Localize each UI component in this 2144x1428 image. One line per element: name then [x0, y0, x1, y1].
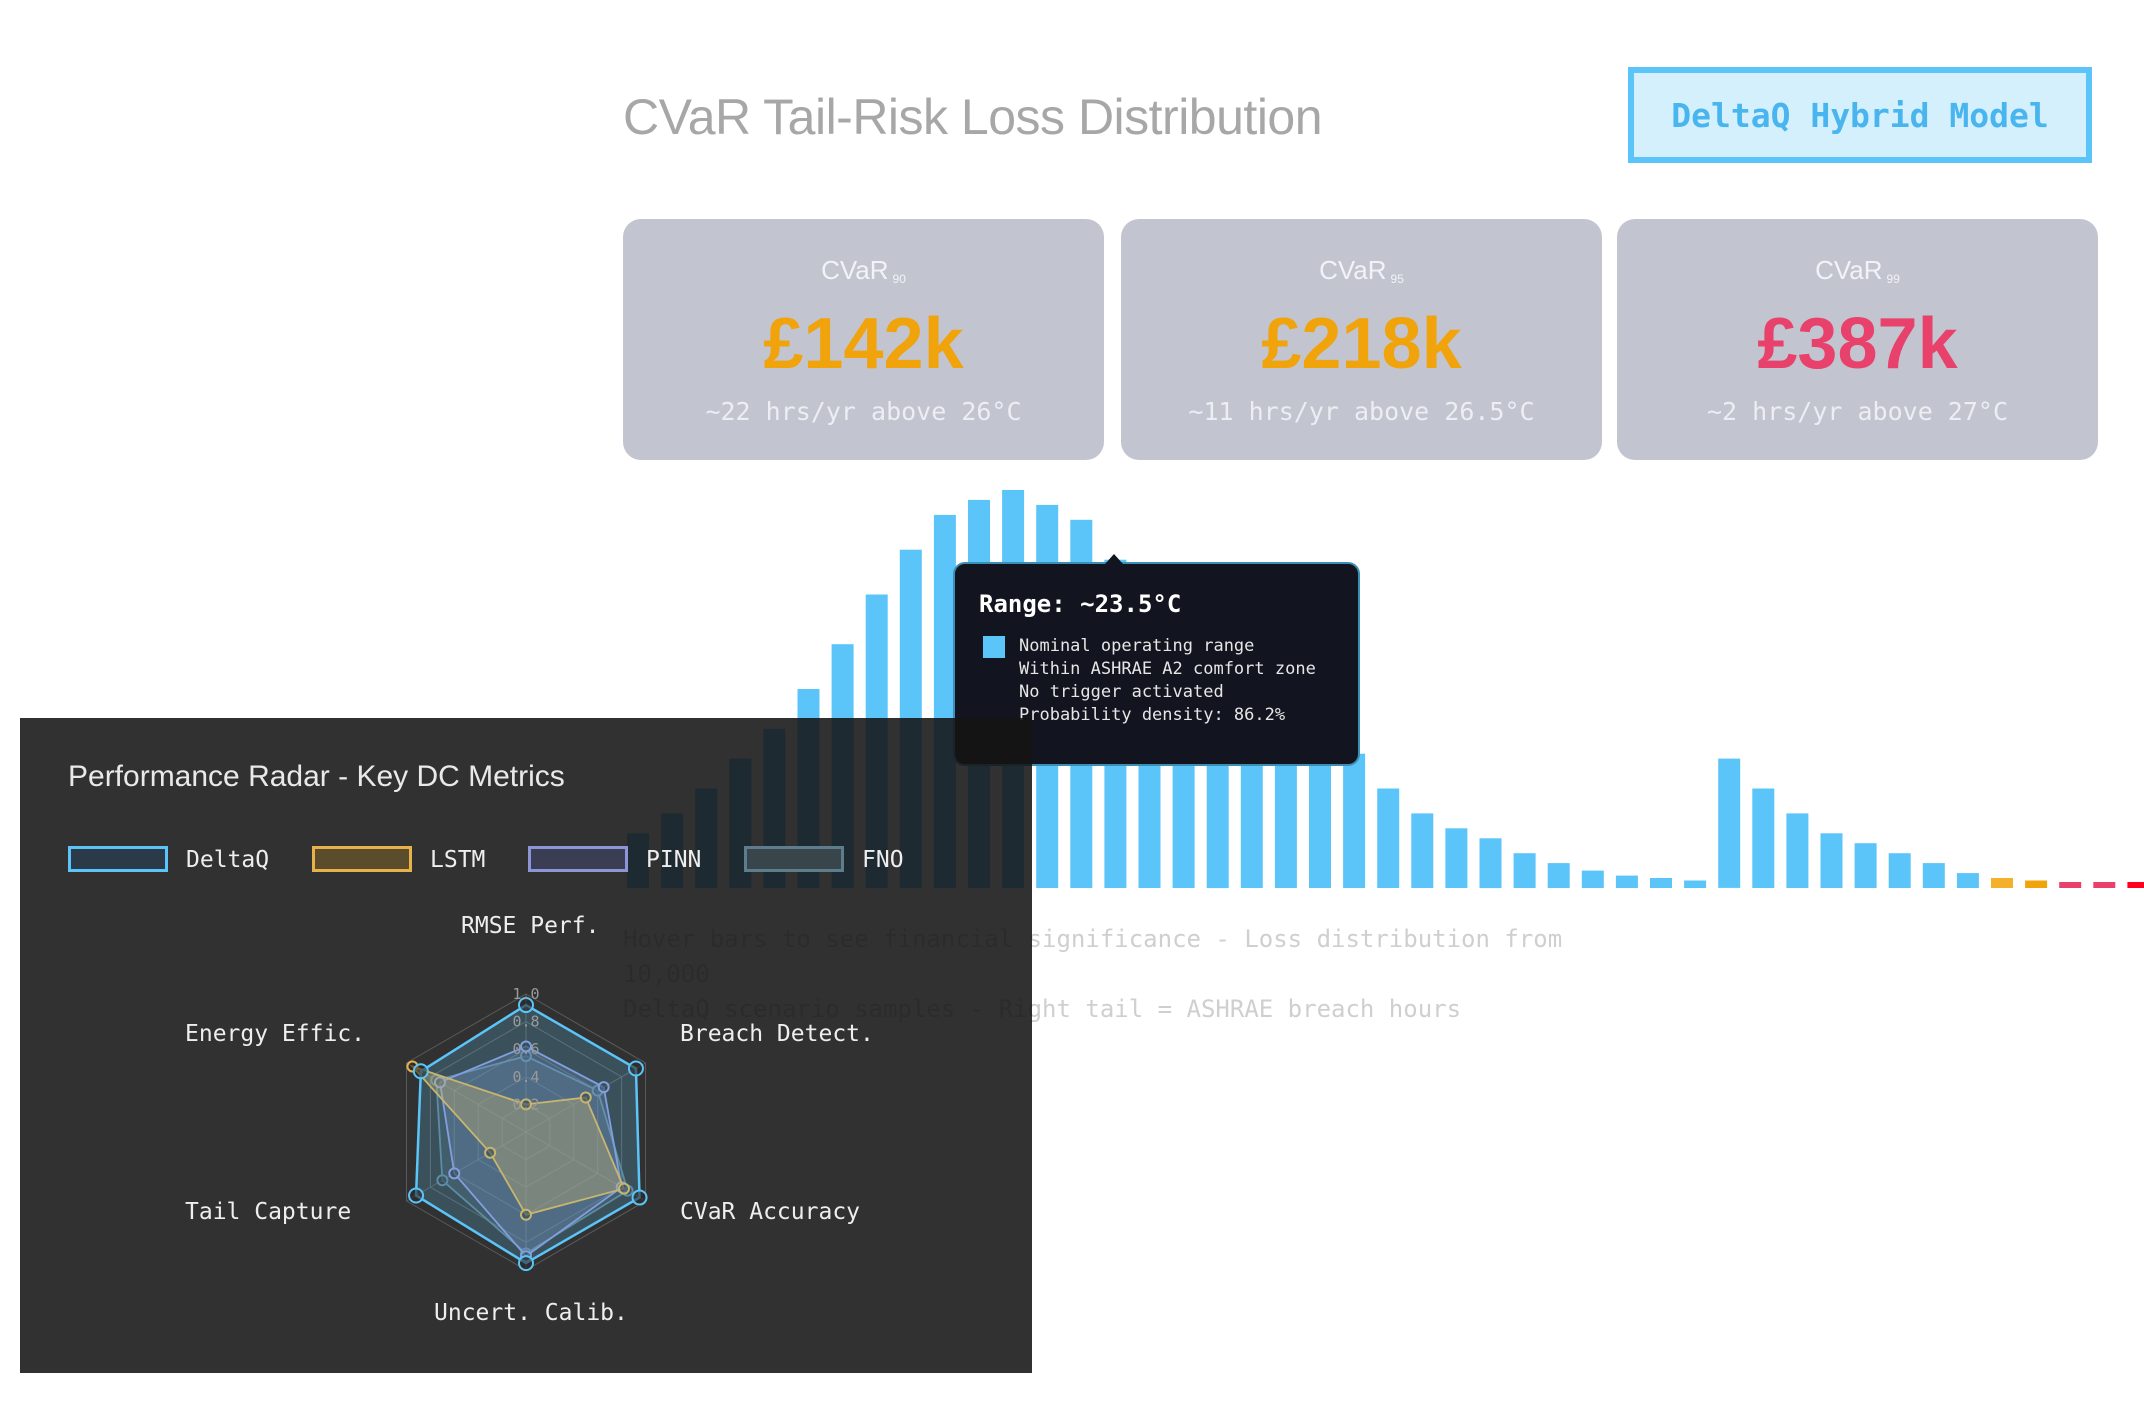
- legend-label: DeltaQ: [186, 847, 270, 873]
- histogram-bar[interactable]: [1718, 758, 1741, 888]
- cvar-95-card: CVaR 95 £218k ~11 hrs/yr above 26.5°C: [1121, 219, 1602, 460]
- radar-tick-label: 0.2: [512, 1095, 539, 1113]
- radar-axis-label: Energy Effic.: [185, 1021, 366, 1047]
- histogram-bar[interactable]: [2093, 882, 2116, 888]
- tooltip-line: Nominal operating range: [1019, 636, 1255, 656]
- legend-label: PINN: [646, 847, 702, 873]
- radar-point[interactable]: [484, 1146, 497, 1159]
- radar-axis-label: RMSE Perf.: [461, 913, 600, 939]
- cvar-99-card: CVaR 99 £387k ~2 hrs/yr above 27°C: [1617, 219, 2098, 460]
- histogram-bar[interactable]: [1309, 748, 1331, 888]
- cvar-95-label: CVaR 95: [1319, 255, 1404, 286]
- histogram-bar[interactable]: [2127, 882, 2144, 888]
- histogram-bar[interactable]: [1513, 853, 1536, 888]
- legend-label: FNO: [862, 847, 904, 873]
- histogram-bar[interactable]: [1411, 813, 1434, 888]
- radar-title: Performance Radar - Key DC Metrics: [68, 760, 565, 793]
- radar-tick-label: 0.6: [512, 1040, 539, 1058]
- radar-axis-label: CVaR Accuracy: [680, 1199, 861, 1225]
- histogram-bar[interactable]: [1752, 788, 1775, 889]
- radar-point[interactable]: [520, 1040, 532, 1053]
- histogram-bar[interactable]: [1615, 875, 1638, 888]
- legend-label: LSTM: [430, 847, 486, 873]
- tooltip-swatch: [983, 636, 1005, 658]
- radar-point[interactable]: [448, 1167, 461, 1180]
- radar-point[interactable]: [436, 1174, 449, 1187]
- cvar-95-note: ~11 hrs/yr above 26.5°C: [1188, 397, 1535, 426]
- cvar-90-label: CVaR 90: [821, 255, 906, 286]
- histogram-bar[interactable]: [1888, 853, 1911, 888]
- radar-chart: 1.0 0.8 0.6 0.4 0.2: [405, 985, 648, 1272]
- legend-swatch-lstm: [312, 846, 412, 872]
- radar-tick-label: 0.4: [512, 1068, 539, 1086]
- radar-point[interactable]: [627, 1060, 644, 1077]
- cvar-99-label: CVaR 99: [1815, 255, 1900, 286]
- cvar-99-note: ~2 hrs/yr above 27°C: [1706, 397, 2009, 426]
- histogram-bar[interactable]: [1820, 833, 1843, 888]
- histogram-bar[interactable]: [1581, 870, 1604, 888]
- radar-axis-label: Uncert. Calib.: [434, 1300, 628, 1326]
- histogram-bar[interactable]: [1854, 843, 1877, 888]
- histogram-bar[interactable]: [1650, 878, 1672, 888]
- histogram-bar[interactable]: [1786, 813, 1809, 888]
- radar-point[interactable]: [518, 1255, 534, 1272]
- histogram-bar[interactable]: [1445, 828, 1468, 888]
- histogram-bar[interactable]: [1343, 753, 1366, 888]
- legend-swatch-fno: [744, 846, 844, 872]
- tooltip-title: Range: ~23.5°C: [979, 590, 1182, 618]
- histogram-bar[interactable]: [2025, 880, 2048, 889]
- cvar-90-value: £142k: [763, 304, 964, 384]
- legend-swatch-deltaq: [68, 846, 168, 872]
- histogram-bar[interactable]: [1956, 873, 1979, 888]
- radar-spoke: [406, 1131, 527, 1202]
- radar-point[interactable]: [520, 1208, 532, 1221]
- radar-point[interactable]: [518, 997, 534, 1014]
- histogram-bar[interactable]: [1922, 863, 1945, 888]
- histogram-bar[interactable]: [1547, 863, 1570, 888]
- cvar-99-value: £387k: [1757, 304, 1958, 384]
- radar-point[interactable]: [433, 1076, 446, 1089]
- histogram-bar[interactable]: [1377, 788, 1400, 889]
- legend-swatch-pinn: [528, 846, 628, 872]
- radar-point[interactable]: [597, 1081, 610, 1094]
- radar-point[interactable]: [412, 1063, 429, 1080]
- tooltip-line: Probability density: 86.2%: [1019, 705, 1286, 725]
- radar-tick-label: 0.8: [512, 1013, 539, 1031]
- radar-point[interactable]: [579, 1091, 592, 1104]
- radar-point[interactable]: [520, 1098, 532, 1111]
- histogram-bar[interactable]: [1274, 733, 1297, 888]
- radar-axis-label: Breach Detect.: [680, 1021, 874, 1047]
- tooltip-line: No trigger activated: [1019, 682, 1224, 702]
- performance-radar-panel: Performance Radar - Key DC Metrics Delta…: [20, 718, 1032, 1373]
- cvar-95-value: £218k: [1261, 304, 1462, 384]
- page-title: CVaR Tail-Risk Loss Distribution: [623, 89, 1323, 145]
- radar-tick-label: 1.0: [512, 985, 539, 1003]
- histogram-bar[interactable]: [1479, 838, 1502, 889]
- radar-axis-label: Tail Capture: [185, 1199, 352, 1225]
- cvar-90-note: ~22 hrs/yr above 26°C: [705, 397, 1022, 426]
- radar-point[interactable]: [631, 1189, 648, 1206]
- model-badge-button[interactable]: DeltaQ Hybrid Model: [1628, 67, 2092, 163]
- tooltip-line: Within ASHRAE A2 comfort zone: [1019, 659, 1316, 679]
- histogram-bar[interactable]: [1684, 880, 1707, 889]
- radar-point[interactable]: [617, 1182, 630, 1195]
- cvar-90-card: CVaR 90 £142k ~22 hrs/yr above 26°C: [623, 219, 1104, 460]
- radar-point[interactable]: [408, 1187, 425, 1204]
- histogram-bar[interactable]: [2059, 882, 2082, 888]
- histogram-bar[interactable]: [1991, 878, 2013, 888]
